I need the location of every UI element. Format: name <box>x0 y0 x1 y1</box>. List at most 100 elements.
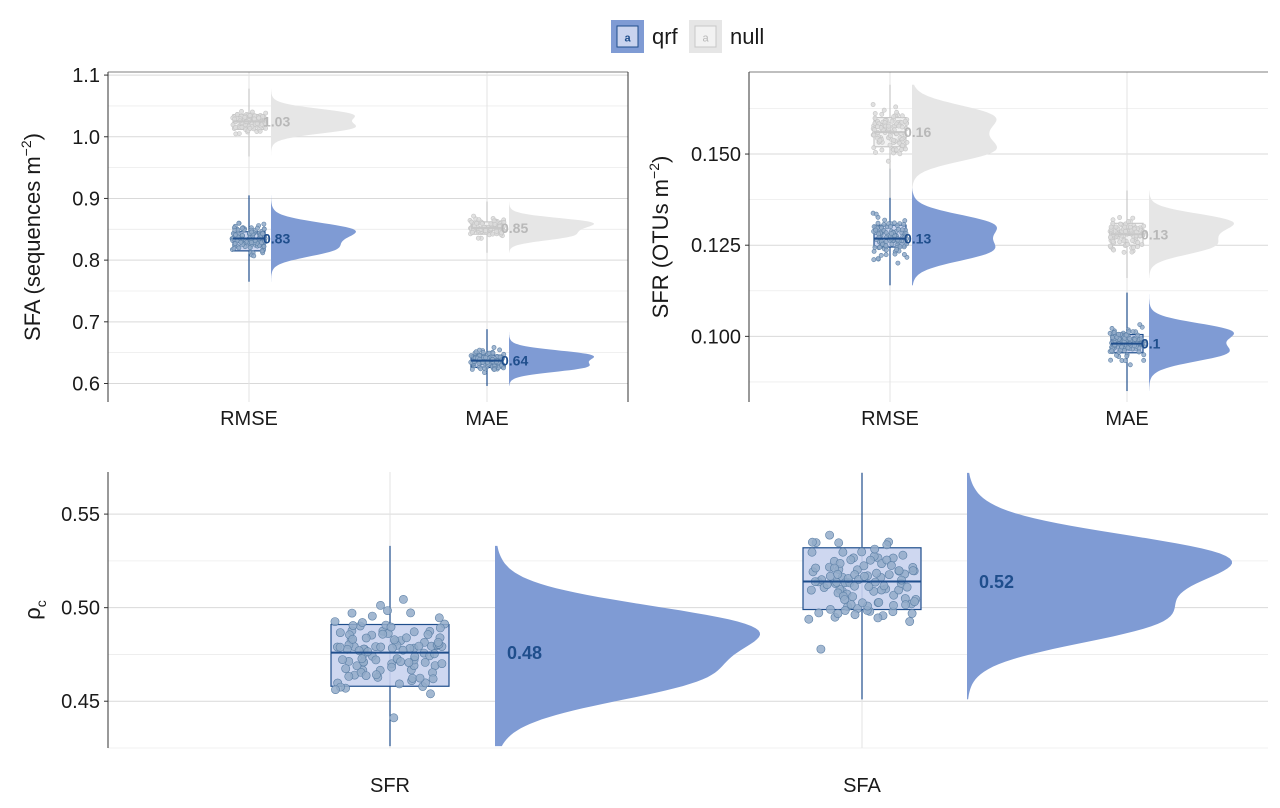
data-point <box>870 544 880 554</box>
data-point <box>900 113 905 119</box>
data-point <box>889 231 894 236</box>
data-point <box>1126 219 1131 224</box>
data-point <box>874 598 884 607</box>
data-point <box>254 225 260 231</box>
data-point <box>239 109 244 114</box>
data-point <box>233 232 238 238</box>
y-tick-label: 0.55 <box>61 504 100 526</box>
data-point <box>1121 348 1127 353</box>
data-point <box>260 231 266 237</box>
data-point <box>1110 238 1116 244</box>
violin-half <box>912 84 997 198</box>
legend-key-null: a <box>689 20 722 53</box>
data-point <box>406 608 415 618</box>
data-point <box>859 561 869 571</box>
data-point <box>904 139 910 145</box>
raincloud-qrf-mae: 0.64 <box>468 329 594 386</box>
data-point <box>1141 357 1147 363</box>
data-point <box>872 111 878 116</box>
data-point <box>883 243 889 249</box>
data-point <box>883 230 889 236</box>
y-tick-label: 0.150 <box>691 144 741 166</box>
median-label: 0.83 <box>263 231 290 247</box>
data-point <box>239 124 245 130</box>
data-point <box>833 609 843 618</box>
data-point <box>904 241 910 247</box>
data-point <box>848 592 857 601</box>
y-axis-label-main: ρ <box>20 607 45 620</box>
data-point <box>331 685 340 694</box>
data-point <box>410 652 420 661</box>
data-point <box>910 597 919 606</box>
data-point <box>434 613 444 623</box>
data-point <box>1114 352 1119 358</box>
data-point <box>378 629 388 639</box>
data-point <box>905 617 915 626</box>
data-point <box>879 581 889 591</box>
data-point <box>259 248 265 254</box>
data-point <box>335 642 345 652</box>
x-tick-label-sfr: SFR <box>370 775 410 797</box>
data-point <box>896 123 902 129</box>
y-axis-label-subscript: c <box>33 600 49 607</box>
data-point <box>478 366 483 372</box>
data-point <box>242 114 248 120</box>
data-point <box>1108 234 1113 240</box>
data-point <box>1139 242 1145 247</box>
y-axis-label-superscript: −2 <box>646 163 662 179</box>
data-point <box>1136 349 1142 355</box>
data-point <box>894 247 899 253</box>
data-point <box>825 530 834 540</box>
data-point <box>902 118 908 124</box>
data-point <box>1127 336 1133 342</box>
data-point <box>497 347 502 353</box>
data-point <box>480 350 486 355</box>
y-axis-label-main: SFR (OTUs m <box>648 179 673 318</box>
raincloud-null-rmse: 1.03 <box>230 88 356 157</box>
data-point <box>357 618 367 627</box>
median-label: 0.16 <box>904 124 931 140</box>
data-point <box>248 240 254 245</box>
data-point <box>238 239 244 245</box>
data-point <box>404 658 414 667</box>
data-point <box>872 568 881 578</box>
x-tick-label-rmse: RMSE <box>861 408 919 430</box>
data-point <box>263 121 269 127</box>
data-point <box>1113 224 1119 230</box>
data-point <box>367 611 377 621</box>
data-point <box>1130 238 1135 243</box>
data-point <box>840 595 849 604</box>
data-point <box>894 566 904 575</box>
data-point <box>902 582 912 592</box>
data-point <box>408 673 417 683</box>
data-point <box>423 630 433 639</box>
data-point <box>247 113 253 118</box>
data-point <box>870 102 876 107</box>
data-point <box>389 713 399 723</box>
data-point <box>825 571 835 581</box>
data-point <box>498 230 504 236</box>
data-point <box>426 689 435 699</box>
median-label: 0.13 <box>904 231 931 247</box>
data-point <box>1122 224 1128 230</box>
data-point <box>886 123 891 129</box>
raincloud-qrf-mae: 0.1 <box>1107 292 1234 392</box>
data-point <box>429 649 439 659</box>
data-point <box>877 244 883 250</box>
data-point <box>891 137 897 143</box>
data-point <box>887 561 896 570</box>
data-point <box>474 220 479 226</box>
data-point <box>871 132 877 138</box>
data-point <box>871 257 877 263</box>
data-point <box>883 252 889 258</box>
data-point <box>1123 332 1129 338</box>
data-point <box>387 643 397 653</box>
data-point <box>1109 325 1115 331</box>
data-point <box>354 646 364 656</box>
data-point <box>826 605 835 614</box>
data-point <box>409 627 419 637</box>
data-point <box>491 345 497 350</box>
violin-half <box>1149 292 1234 392</box>
data-point <box>1135 244 1140 250</box>
data-point <box>420 658 430 667</box>
